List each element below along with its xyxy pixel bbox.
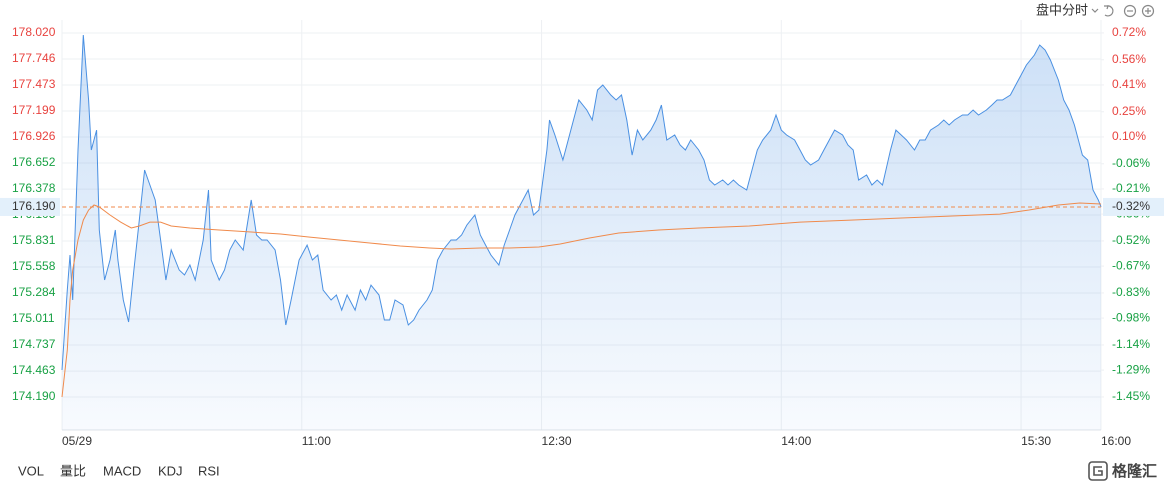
dropdown-arrow[interactable] (1091, 8, 1099, 13)
y-tick-label: 178.020 (12, 25, 56, 39)
y2-tick-label: 0.56% (1112, 52, 1146, 66)
y-tick-label: 176.926 (12, 129, 56, 143)
y2-tick-label: 0.72% (1112, 25, 1146, 39)
y-tick-label: 177.473 (12, 77, 56, 91)
y-tick-label: 177.746 (12, 51, 56, 65)
y-tick-label: 175.831 (12, 233, 56, 247)
y2-tick-label: -1.14% (1112, 337, 1150, 351)
last-change-label: -0.32% (1112, 199, 1150, 213)
y-tick-label: 174.190 (12, 389, 56, 403)
price-area (62, 35, 1101, 430)
y2-tick-label: 0.25% (1112, 104, 1146, 118)
y2-tick-label: -0.67% (1112, 258, 1150, 272)
y-tick-label: 177.199 (12, 103, 56, 117)
logo-icon (1088, 461, 1108, 481)
y2-tick-label: -1.45% (1112, 389, 1150, 403)
y-tick-label: 175.558 (12, 259, 56, 273)
mode-select[interactable]: 盘中分时 (1036, 2, 1088, 17)
plot: 178.020 177.746 177.473 177.199 176.926 176.6… (0, 20, 1164, 448)
y2-tick-label: -0.83% (1112, 285, 1150, 299)
last-price-label: 176.190 (12, 199, 56, 213)
average-line (61, 202, 1102, 398)
x-tick-label: 16:00 (1101, 434, 1131, 448)
x-tick-label: 05/29 (62, 434, 92, 448)
zoom-in-button[interactable] (1141, 4, 1155, 18)
x-tick-label: 12:30 (542, 434, 572, 448)
zoom-out-button[interactable] (1123, 4, 1137, 18)
brand-name: 格隆汇 (1112, 462, 1157, 480)
y2-tick-label: -0.06% (1112, 156, 1150, 170)
y2-tick-label: -0.98% (1112, 310, 1150, 324)
toolbar: 盘中分时 (1036, 2, 1155, 18)
y2-tick-label: -1.29% (1112, 362, 1150, 376)
y-tick-label: 176.652 (12, 155, 56, 169)
reset-button[interactable] (1104, 5, 1114, 17)
y-tick-label: 175.011 (12, 311, 55, 325)
x-tick-label: 11:00 (302, 434, 331, 448)
indicator-tab[interactable]: VOL (18, 463, 44, 478)
y2-tick-label: -0.21% (1112, 181, 1150, 195)
y2-tick-label: 0.10% (1112, 129, 1146, 143)
reset-arrow (1104, 5, 1109, 10)
indicator-tab[interactable]: MACD (103, 463, 141, 478)
y-tick-label: 176.378 (12, 181, 56, 195)
y-tick-label: 174.463 (12, 363, 56, 377)
last-price-box (0, 197, 60, 216)
y-tick-label: 175.284 (12, 285, 56, 299)
y-tick-label: 174.737 (12, 337, 56, 351)
indicator-tab[interactable]: KDJ (158, 463, 183, 478)
indicator-tab[interactable]: 量比 (60, 463, 86, 478)
y2-tick-label: 0.41% (1112, 77, 1146, 91)
last-change-box (1103, 197, 1164, 216)
indicator-tab[interactable]: RSI (198, 463, 220, 478)
x-tick-label: 15:30 (1021, 434, 1051, 448)
zoom-in-icon (1145, 8, 1151, 14)
logo-glyph (1093, 466, 1103, 476)
price-line (61, 34, 1102, 371)
brand-logo: 格隆汇 (1088, 461, 1157, 481)
x-tick-label: 14:00 (781, 434, 811, 448)
y2-tick-label: -0.52% (1112, 233, 1150, 247)
